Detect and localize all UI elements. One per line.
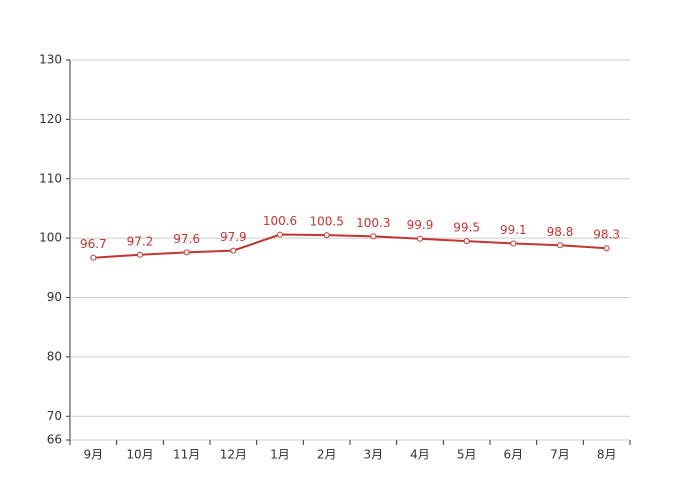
data-label: 97.9: [220, 230, 247, 244]
data-label: 99.9: [407, 218, 434, 232]
data-label: 97.2: [127, 234, 154, 248]
y-tick-label: 110: [39, 171, 62, 185]
data-label: 100.5: [309, 215, 343, 229]
data-point: [90, 254, 97, 261]
x-tick-label: 10月: [126, 448, 153, 462]
y-tick-label: 100: [39, 231, 62, 245]
data-point: [277, 231, 283, 238]
x-tick-label: 3月: [364, 448, 384, 462]
x-tick-label: 5月: [457, 448, 477, 462]
data-label: 99.1: [500, 223, 527, 237]
data-label: 96.7: [80, 237, 107, 251]
data-point: [510, 240, 517, 247]
data-point: [417, 235, 423, 242]
y-tick-label: 80: [47, 349, 62, 363]
x-tick-label: 4月: [410, 448, 430, 462]
data-point: [557, 242, 563, 249]
data-label: 100.6: [263, 214, 297, 228]
data-label: 100.3: [356, 216, 390, 230]
x-tick-label: 8月: [597, 448, 617, 462]
y-tick-label: 70: [47, 409, 62, 423]
data-point: [323, 232, 330, 239]
x-tick-label: 9月: [84, 448, 104, 462]
x-tick-label: 2月: [317, 448, 337, 462]
data-label: 98.3: [593, 228, 620, 242]
data-point: [183, 249, 190, 256]
data-label: 97.6: [173, 232, 200, 246]
x-tick-label: 7月: [550, 448, 570, 462]
data-label: 98.8: [547, 225, 574, 239]
y-tick-label: 90: [47, 290, 62, 304]
data-point: [370, 233, 377, 240]
data-label: 99.5: [453, 221, 480, 235]
x-tick-label: 12月: [220, 448, 247, 462]
y-tick-label: 66: [47, 433, 62, 447]
data-point: [137, 251, 143, 258]
data-point: [463, 238, 470, 245]
data-line: [93, 233, 607, 259]
data-point: [603, 245, 610, 252]
y-tick-label: 130: [39, 53, 62, 67]
y-tick-label: 120: [39, 112, 62, 126]
x-tick-label: 6月: [504, 448, 524, 462]
x-tick-label: 11月: [173, 448, 200, 462]
data-point: [230, 247, 237, 254]
x-tick-label: 1月: [270, 448, 290, 462]
